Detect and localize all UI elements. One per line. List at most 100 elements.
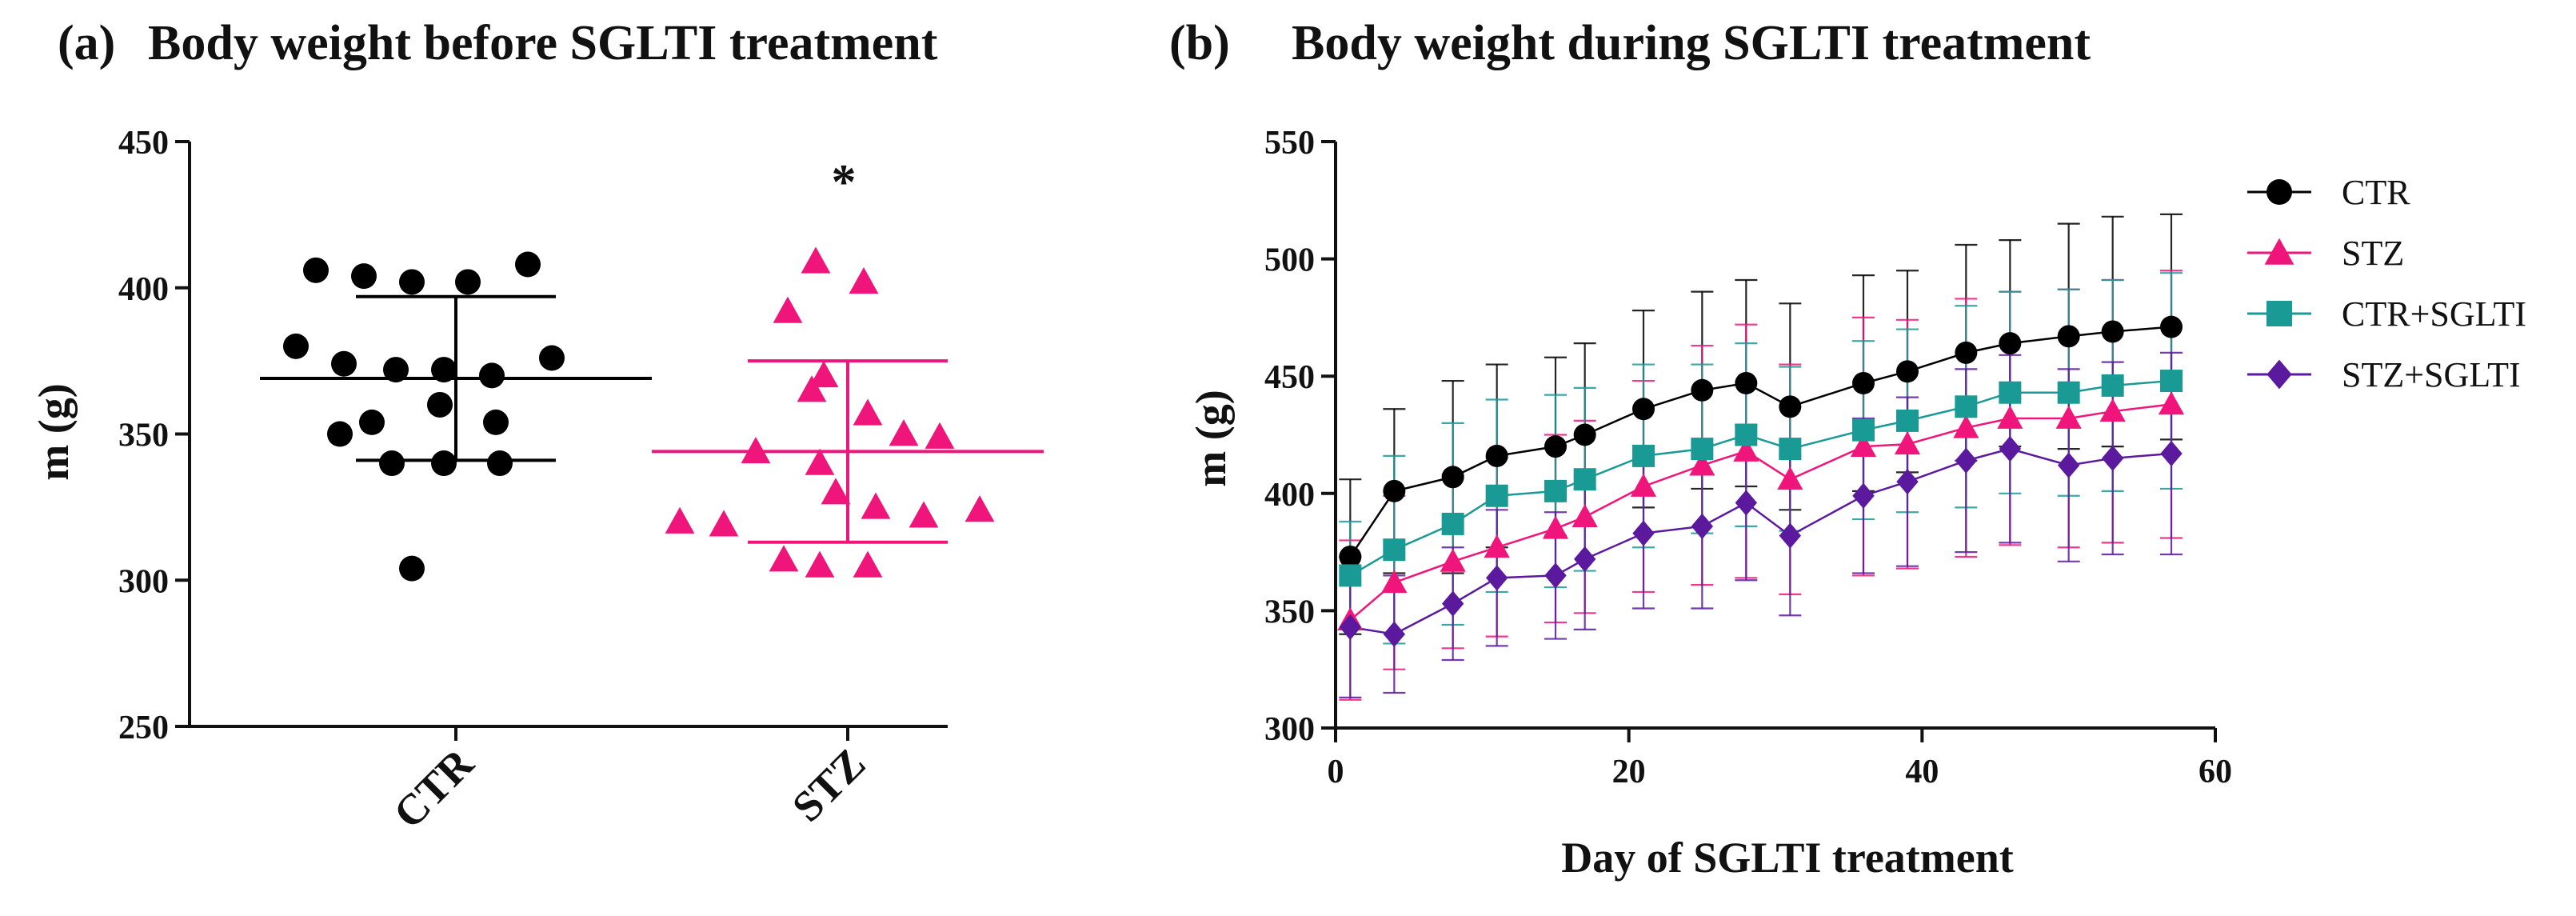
data-point-stz: [805, 448, 835, 475]
data-point-stz-sglti: [1632, 520, 1655, 546]
data-point-stz: [1777, 466, 1803, 490]
data-point-ctr: [351, 263, 377, 290]
data-point-stz-sglti: [2057, 452, 2080, 478]
data-point-stz-sglti: [1999, 435, 2022, 462]
data-point-ctr-sglti: [2101, 374, 2124, 397]
data-point-stz: [1440, 548, 1466, 572]
data-point-stz-sglti: [1485, 565, 1508, 591]
legend-marker-ctr: [2266, 179, 2292, 205]
panel-b-title: Body weight during SGLTI treatment: [1292, 16, 2091, 70]
data-point-ctr: [1485, 444, 1508, 467]
data-point-stz-sglti: [1339, 614, 1362, 641]
series-line-stz-sglti: [1350, 447, 2172, 636]
panel-b-lines: [1349, 326, 2172, 636]
data-point-stz-sglti: [1779, 522, 1802, 549]
data-point-ctr-sglti: [1383, 538, 1406, 562]
panel-a-label: (a): [58, 16, 115, 70]
panel-b-y-tick-label: 300: [1264, 711, 1315, 748]
data-point-ctr: [1691, 378, 1714, 402]
panel-b-x-tick-label: 0: [1328, 754, 1344, 790]
data-point-ctr: [515, 251, 541, 278]
series-line-ctr: [1349, 326, 2172, 558]
panel-a-y-tick-label: 300: [118, 563, 169, 600]
data-point-ctr: [483, 409, 509, 435]
legend-label-ctr: CTR: [2342, 173, 2410, 212]
data-point-stz: [853, 398, 883, 426]
data-point-ctr-sglti: [1573, 468, 1596, 491]
data-point-stz: [769, 545, 799, 572]
data-point-ctr-sglti: [1955, 395, 1978, 418]
data-point-stz: [1484, 534, 1510, 558]
panel-a-y-tick-label: 350: [118, 418, 169, 454]
panel-a-y-tick-label: 250: [118, 710, 169, 746]
data-point-stz: [2055, 405, 2082, 429]
panel-b-axes: [1334, 142, 2215, 730]
data-point-ctr: [1955, 341, 1978, 364]
data-point-ctr: [379, 450, 405, 477]
data-point-stz: [849, 267, 879, 294]
data-point-ctr: [431, 450, 457, 477]
data-point-stz: [773, 296, 803, 323]
panel-a-axes: [188, 142, 948, 728]
panel-b-y-tick-label: 450: [1264, 359, 1315, 396]
data-point-ctr: [1852, 371, 1875, 394]
data-point-stz: [965, 495, 995, 522]
legend-marker-stz-sglti: [2266, 359, 2292, 390]
data-point-ctr-sglti: [1441, 512, 1464, 535]
data-point-stz: [1689, 452, 1715, 476]
data-point-ctr-sglti: [1691, 438, 1714, 461]
data-point-stz: [2099, 398, 2126, 422]
panel-b-ticks: 300 350 400 450 500 550 0 20 40 60: [1264, 125, 2232, 790]
data-point-ctr-sglti: [1852, 418, 1875, 442]
data-point-ctr: [427, 391, 453, 418]
panel-a-x-tick-label: STZ: [783, 739, 875, 831]
significance-asterisk: *: [832, 155, 857, 210]
legend-marker-stz: [2264, 238, 2294, 265]
panel-b-y-tick-label: 550: [1264, 125, 1315, 162]
data-point-ctr-sglti: [1339, 564, 1362, 587]
data-point-ctr: [399, 269, 425, 295]
panel-b-y-tick-label: 350: [1264, 594, 1315, 630]
data-point-stz-sglti: [1544, 562, 1567, 589]
data-point-ctr-sglti: [1485, 484, 1508, 507]
data-point-stz: [861, 492, 891, 519]
data-point-ctr-sglti: [1779, 438, 1802, 461]
data-point-stz: [665, 506, 695, 534]
data-point-ctr: [487, 450, 513, 477]
data-point-stz: [1542, 515, 1569, 539]
data-point-stz: [2158, 391, 2185, 415]
data-point-stz: [1630, 473, 1657, 497]
data-point-stz-sglti: [1691, 513, 1714, 539]
data-point-stz: [1953, 414, 1979, 438]
panel-a-y-axis-label: m (g): [30, 383, 78, 480]
panel-a-x-tick-label: CTR: [384, 738, 483, 838]
data-point-ctr: [331, 350, 357, 377]
data-point-stz-sglti: [1441, 590, 1464, 617]
data-point-stz: [853, 550, 883, 578]
data-point-ctr: [1339, 545, 1362, 568]
data-point-stz-sglti: [2101, 445, 2124, 471]
data-point-stz-sglti: [1955, 447, 1978, 474]
data-point-ctr: [383, 357, 409, 383]
panel-b-x-tick-label: 20: [1612, 754, 1646, 790]
data-point-ctr: [1896, 360, 1919, 383]
legend-label-stz: STZ: [2342, 234, 2404, 273]
data-point-ctr: [431, 357, 457, 383]
series-line-stz: [1349, 403, 2172, 622]
data-point-stz: [809, 361, 839, 388]
data-point-ctr: [2057, 325, 2080, 348]
data-point-stz: [1894, 431, 1921, 455]
panel-a-points: [283, 246, 995, 582]
data-point-stz-sglti: [2160, 440, 2183, 467]
panel-a-y-tick-label: 400: [118, 271, 169, 308]
legend: CTR STZ CTR+SGLTI STZ+SGLTI: [2247, 173, 2526, 394]
data-point-ctr-sglti: [1735, 423, 1758, 446]
panel-b-x-tick-label: 40: [1905, 754, 1939, 790]
panel-b-x-tick-label: 60: [2199, 754, 2232, 790]
data-point-ctr: [539, 345, 565, 371]
data-point-stz: [1733, 438, 1759, 462]
panel-b-y-axis-label: m (g): [1187, 390, 1235, 486]
data-point-ctr: [303, 257, 329, 283]
data-point-ctr: [359, 409, 385, 435]
